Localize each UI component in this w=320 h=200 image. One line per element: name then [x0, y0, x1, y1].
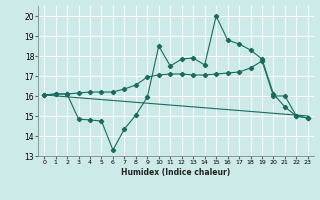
X-axis label: Humidex (Indice chaleur): Humidex (Indice chaleur) — [121, 168, 231, 177]
